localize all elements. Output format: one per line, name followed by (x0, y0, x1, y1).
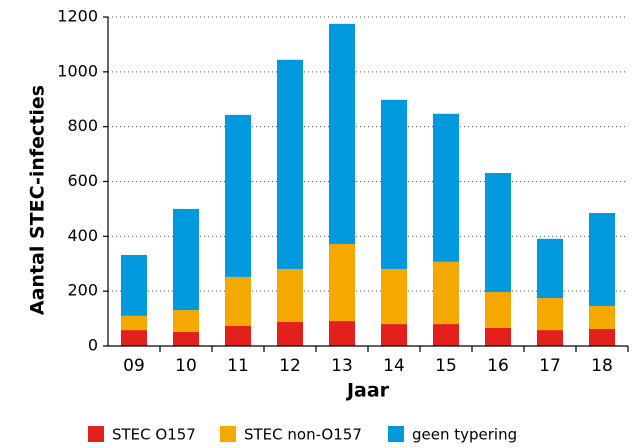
x-tick-label: 17 (539, 356, 561, 376)
bar-segment (173, 208, 199, 311)
y-tick-label: 1000 (57, 61, 98, 80)
bar-segment (485, 327, 511, 346)
bar-segment (329, 23, 355, 245)
bar-segment (329, 244, 355, 322)
y-tick-label: 600 (67, 171, 98, 190)
y-tick-label: 1200 (57, 7, 98, 26)
bar-segment (225, 325, 251, 346)
x-tick-label: 16 (487, 356, 509, 376)
bar-segment (589, 305, 615, 330)
bar-segment (485, 291, 511, 328)
x-tick-label: 15 (435, 356, 457, 376)
bar-segment (381, 268, 407, 325)
bar-segment (537, 330, 563, 346)
x-tick-label: 14 (383, 356, 405, 376)
bar-segment (381, 99, 407, 269)
x-axis-label: Jaar (345, 380, 390, 402)
bar-segment (433, 113, 459, 262)
x-tick-label: 09 (123, 356, 145, 376)
bar-segment (173, 310, 199, 332)
bar-segment (589, 329, 615, 346)
legend-label: STEC O157 (112, 426, 196, 444)
bar-segment (225, 276, 251, 326)
bar-segment (329, 321, 355, 346)
legend-swatch (220, 426, 236, 442)
bar-segment (121, 330, 147, 346)
bar-segment (173, 331, 199, 346)
y-tick-label: 400 (67, 226, 98, 245)
x-tick-label: 18 (591, 356, 613, 376)
bar-segment (277, 268, 303, 322)
x-tick-label: 12 (279, 356, 301, 376)
y-tick-label: 0 (88, 336, 98, 355)
bar-segment (121, 315, 147, 331)
bar-segment (485, 173, 511, 292)
bar-segment (537, 298, 563, 331)
y-tick-label: 800 (67, 116, 98, 135)
y-axis-label: Aantal STEC-infecties (27, 85, 49, 315)
bar-segment (277, 59, 303, 269)
x-tick-label: 13 (331, 356, 353, 376)
legend-label: STEC non-O157 (244, 426, 362, 444)
bar-segment (589, 213, 615, 306)
bar-segment (433, 324, 459, 346)
bar-segment (225, 114, 251, 277)
legend-label: geen typering (412, 426, 517, 444)
bar-segment (537, 238, 563, 299)
bar-segment (121, 254, 147, 316)
x-tick-label: 10 (175, 356, 197, 376)
legend-swatch (388, 426, 404, 442)
x-tick-label: 11 (227, 356, 249, 376)
bar-segment (433, 261, 459, 325)
legend-swatch (88, 426, 104, 442)
y-tick-label: 200 (67, 281, 98, 300)
bar-segment (381, 324, 407, 346)
bar-segment (277, 321, 303, 346)
